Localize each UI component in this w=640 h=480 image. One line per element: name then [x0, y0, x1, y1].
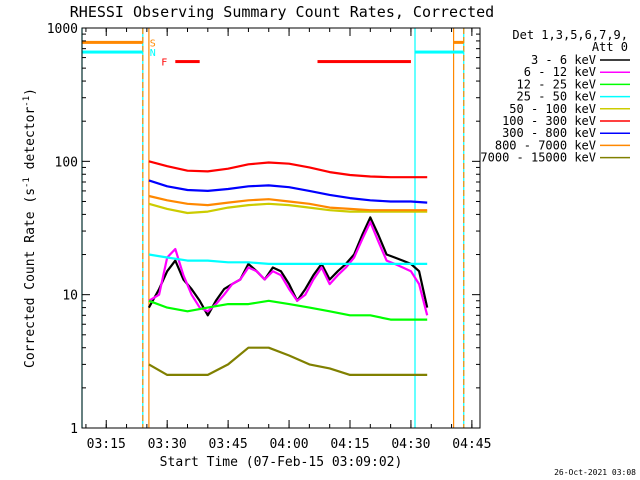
generated-timestamp: 26-Oct-2021 03:08 — [554, 468, 636, 477]
flag-bar-f — [317, 60, 411, 64]
x-axis-label: Start Time (07-Feb-15 03:09:02) — [160, 455, 403, 470]
x-axis-ticks: 03:15 03:30 03:45 04:00 04:15 04:30 04:45 — [85, 28, 491, 452]
flag-bar-n — [82, 50, 143, 54]
x-tick-label: 04:15 — [330, 437, 369, 452]
flag-label-n: N — [150, 48, 156, 59]
y-tick-label: 1 — [70, 422, 78, 437]
vertical-markers — [81, 28, 465, 428]
series-line-7000-15000-kev — [148, 346, 428, 376]
y-axis-label-main: Corrected Count Rate (s — [23, 188, 38, 368]
legend-label-800-7000-kev: 800 - 7000 keV — [495, 138, 596, 152]
series-line-100-300-kev — [148, 160, 428, 179]
x-tick-label: 04:00 — [269, 437, 308, 452]
legend-label-50-100-kev: 50 - 100 keV — [509, 102, 596, 116]
chart-title: RHESSI Observing Summary Count Rates, Co… — [70, 3, 494, 21]
legend-header-detectors: Det 1,3,5,6,7,9, — [512, 28, 628, 42]
x-tick-label: 03:45 — [209, 437, 248, 452]
series-line-12-25-kev — [148, 299, 428, 321]
legend-label-300-800-kev: 300 - 800 keV — [502, 126, 596, 140]
legend-label-7000-15000-kev: 7000 - 15000 keV — [480, 151, 596, 165]
series-line-25-50-kev — [148, 253, 428, 265]
y-tick-label: 100 — [55, 155, 78, 170]
series-line-50-100-kev — [148, 202, 428, 215]
flag-bars: SNF — [82, 38, 464, 69]
legend-label-12-25-kev: 12 - 25 keV — [517, 77, 596, 91]
flag-bar-s — [453, 40, 464, 44]
series-line-6-12-kev — [148, 221, 429, 316]
legend-label-100-300-kev: 100 - 300 keV — [502, 114, 596, 128]
y-axis-label-mid: detector — [23, 107, 38, 178]
x-tick-label: 03:30 — [148, 437, 187, 452]
x-tick-label: 04:45 — [452, 437, 491, 452]
flag-label-s: S — [150, 38, 156, 49]
series-line-300-800-kev — [148, 179, 428, 204]
flag-bar-f — [175, 60, 200, 64]
flag-bar-n — [414, 50, 464, 54]
flag-label-f: F — [161, 58, 167, 69]
flag-bar-s — [82, 40, 143, 44]
legend-label-25-50-kev: 25 - 50 keV — [517, 90, 596, 104]
y-axis-label: Corrected Count Rate (s-1 detector-1) — [22, 88, 38, 368]
legend-label-3-6-kev: 3 - 6 keV — [531, 53, 596, 67]
y-axis-label-sup2: -1 — [22, 96, 32, 107]
legend-label-6-12-kev: 6 - 12 keV — [524, 65, 596, 79]
series-line-3-6-kev — [147, 216, 429, 317]
x-tick-label: 03:15 — [87, 437, 126, 452]
series-line-800-7000-kev — [148, 194, 428, 212]
y-axis-ticks: 1 10 100 1000 — [47, 22, 480, 437]
legend-header-attenuator: Att 0 — [592, 40, 628, 54]
x-tick-label: 04:30 — [391, 437, 430, 452]
y-tick-label: 10 — [62, 289, 78, 304]
series-lines — [147, 160, 429, 376]
y-axis-label-end: ) — [23, 88, 38, 96]
plot-frame — [81, 27, 481, 429]
y-axis-label-sup1: -1 — [22, 177, 32, 188]
y-tick-label: 1000 — [47, 22, 78, 37]
